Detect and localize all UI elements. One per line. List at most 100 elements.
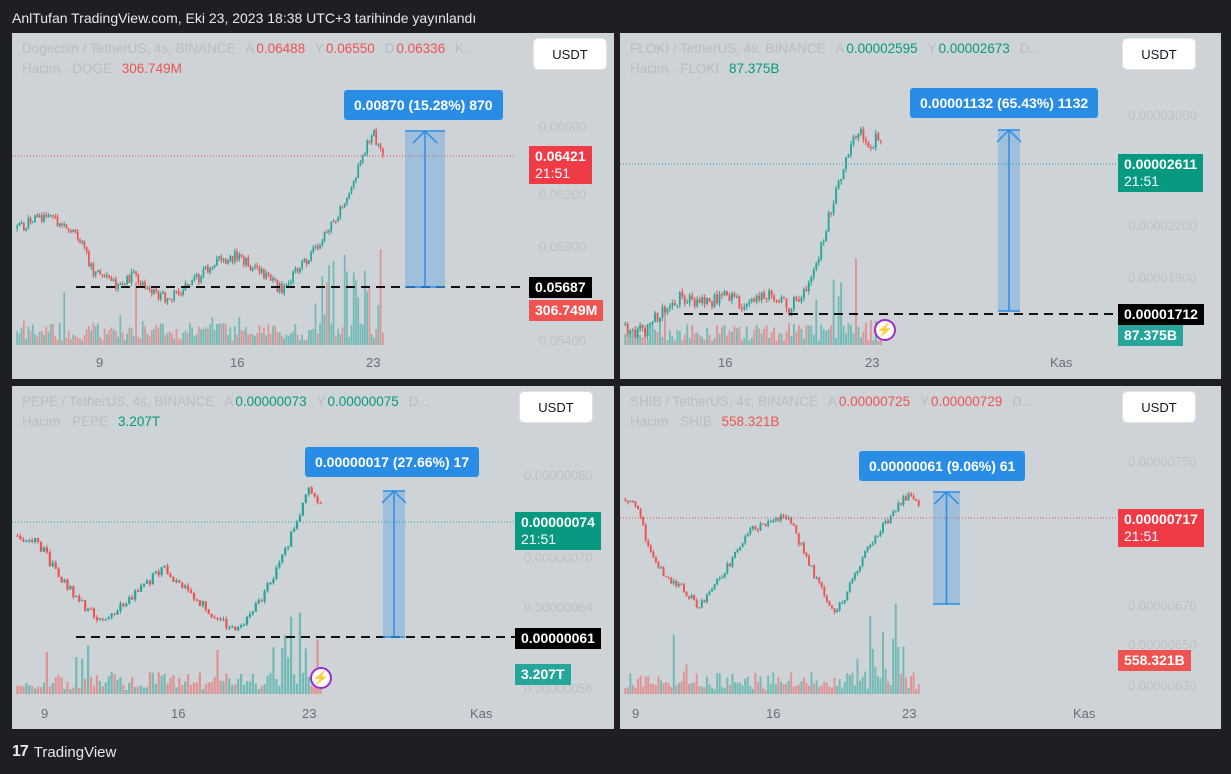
chart-panel-floki[interactable]: FLOKI / TetherUS, 4s, BINANCE A 0.0000259…	[620, 33, 1221, 379]
candle-body	[350, 187, 353, 193]
volume-bar	[146, 333, 149, 345]
volume-bar	[780, 333, 783, 345]
volume-bar	[207, 682, 210, 694]
volume-bar	[654, 685, 657, 694]
candle-body	[850, 144, 852, 155]
volume-bar	[191, 327, 193, 345]
candle-body	[701, 297, 704, 304]
candle-body	[51, 562, 54, 567]
candle-body	[263, 590, 266, 602]
volume-bar	[139, 338, 142, 345]
candle-body	[912, 495, 915, 500]
volume-bar	[676, 330, 679, 345]
volume-bar	[774, 684, 777, 694]
volume-bar	[86, 645, 90, 694]
volume-bar	[629, 673, 632, 694]
candle-body	[334, 221, 337, 223]
currency-button[interactable]: USDT	[1123, 39, 1195, 69]
volume-bar	[265, 335, 268, 345]
volume-bar	[296, 334, 299, 345]
price-axis-tick: 0.00000080	[524, 468, 593, 483]
lightning-icon[interactable]: ⚡	[874, 319, 896, 341]
volume-bar	[832, 279, 835, 345]
candle-body	[651, 321, 654, 323]
volume-value: 306.749M	[121, 61, 182, 76]
candle-body	[856, 570, 859, 574]
price-axis-tick: 0.00000670	[1128, 598, 1197, 613]
candle-body	[81, 600, 84, 602]
volume-bar	[90, 330, 93, 345]
candle-body	[343, 203, 346, 207]
candle-body	[94, 272, 97, 276]
candle-body	[753, 298, 756, 302]
last-price-tag: 0.06421 21:51	[529, 146, 592, 184]
chart-panel-doge[interactable]: Dogecoin / TetherUS, 4s, BINANCE A 0.0648…	[12, 33, 614, 379]
volume-bar	[209, 323, 211, 345]
candle-body	[676, 305, 679, 307]
candle-body	[646, 324, 649, 337]
volume-bar	[772, 672, 775, 694]
candle-body	[677, 583, 680, 586]
currency-button[interactable]: USDT	[520, 392, 592, 422]
price-axis-tick: 0.00000064	[524, 600, 593, 615]
volume-bar	[162, 323, 164, 345]
price-axis-tick: 0.05400	[539, 333, 586, 348]
volume-bar	[762, 687, 765, 694]
candle-body	[92, 263, 95, 276]
volume-bar	[219, 680, 222, 694]
volume-bar	[795, 331, 798, 345]
lightning-icon[interactable]: ⚡	[310, 667, 332, 689]
candle-body	[359, 162, 362, 166]
candle-body	[754, 526, 757, 530]
volume-bar	[36, 336, 39, 345]
candle-body	[790, 517, 793, 524]
candle-body	[249, 265, 252, 271]
candle-body	[128, 275, 131, 283]
last-price: 0.00000717	[1124, 511, 1198, 527]
volume-tag: 558.321B	[1118, 650, 1191, 671]
candle-body	[95, 617, 99, 621]
volume-bar	[231, 685, 234, 694]
candle-body	[364, 154, 366, 156]
volume-bar	[121, 332, 124, 345]
candle-body	[746, 533, 749, 537]
candle-body	[166, 565, 169, 575]
candle-body	[154, 571, 157, 574]
volume-bar	[85, 328, 88, 345]
candle-body	[125, 603, 128, 607]
candle-body	[130, 271, 133, 283]
ohlc-high-label: Y	[316, 394, 326, 409]
candle-body	[296, 268, 299, 273]
candle-body	[70, 230, 72, 233]
currency-button[interactable]: USDT	[1123, 392, 1195, 422]
candle-body	[307, 487, 310, 495]
candle-body	[693, 299, 696, 307]
candle-body	[254, 603, 257, 612]
candle-body	[65, 224, 68, 229]
volume-bar	[266, 675, 269, 694]
candle-body	[19, 535, 22, 540]
volume-bar	[101, 340, 104, 345]
chart-panel-pepe[interactable]: PEPE / TetherUS, 4s, BINANCE A 0.00000073…	[12, 386, 614, 729]
candle-body	[76, 231, 79, 240]
volume-bar	[238, 317, 241, 345]
candle-body	[175, 290, 178, 292]
volume-bar	[853, 685, 856, 694]
volume-bar	[172, 675, 175, 694]
volume-bar	[852, 333, 855, 345]
candle-body	[760, 292, 763, 300]
candle-body	[795, 525, 798, 534]
chart-panel-shib[interactable]: SHIB / TetherUS, 4s, BINANCE A 0.00000725…	[620, 386, 1221, 729]
volume-bar	[210, 681, 213, 694]
candle-body	[313, 493, 316, 497]
candle-body	[624, 324, 627, 326]
volume-bar	[716, 673, 719, 694]
volume-bar	[777, 676, 780, 694]
candle-body	[837, 180, 840, 189]
currency-button[interactable]: USDT	[534, 39, 606, 69]
volume-bar	[89, 676, 93, 694]
candle-body	[195, 274, 198, 277]
volume-bar	[97, 323, 99, 345]
candle-body	[751, 526, 754, 529]
candle-body	[287, 546, 290, 549]
